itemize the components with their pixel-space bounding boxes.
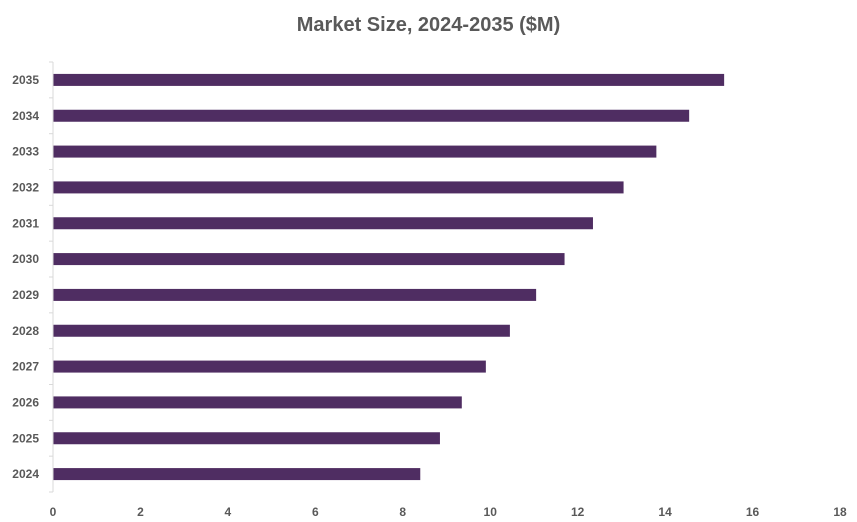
x-tick-label-4: 4	[225, 505, 232, 519]
y-tick-label-2024: 2024	[12, 467, 39, 481]
chart-title: Market Size, 2024-2035 ($M)	[296, 14, 561, 36]
y-tick-label-2035: 2035	[12, 73, 39, 87]
bar-2025	[53, 432, 440, 445]
bar-2027	[53, 360, 486, 373]
x-tick-label-16: 16	[746, 505, 760, 519]
y-tick-label-2028: 2028	[12, 324, 39, 338]
y-tick-label-2030: 2030	[12, 252, 39, 266]
bar-2030	[53, 253, 565, 266]
bar-2024	[53, 468, 421, 481]
y-tick-label-2033: 2033	[12, 145, 39, 159]
x-tick-label-2: 2	[137, 505, 144, 519]
bar-2029	[53, 288, 537, 301]
x-tick-label-10: 10	[484, 505, 498, 519]
y-tick-label-2029: 2029	[12, 288, 39, 302]
x-tick-label-0: 0	[50, 505, 57, 519]
x-tick-label-6: 6	[312, 505, 319, 519]
y-tick-label-2034: 2034	[12, 109, 39, 123]
bar-2033	[53, 145, 657, 158]
bars-layer	[53, 73, 725, 481]
y-tick-label-2027: 2027	[12, 360, 39, 374]
y-tick-label-2026: 2026	[12, 395, 39, 409]
bar-2026	[53, 396, 462, 409]
x-tick-label-8: 8	[399, 505, 406, 519]
bar-2032	[53, 181, 624, 194]
bar-2028	[53, 324, 510, 337]
x-tick-label-18: 18	[833, 505, 847, 519]
bar-2034	[53, 109, 690, 122]
bar-2035	[53, 73, 725, 86]
x-tick-label-12: 12	[571, 505, 585, 519]
y-tick-label-2031: 2031	[12, 216, 39, 230]
axis-layer	[49, 61, 54, 493]
y-tick-label-2032: 2032	[12, 180, 39, 194]
labels-layer: 2024 2025 2026 2027 2028 2029 2030 2031 2032 2033…	[12, 73, 847, 519]
bar-2031	[53, 217, 593, 230]
y-tick-label-2025: 2025	[12, 431, 39, 445]
x-tick-label-14: 14	[658, 505, 672, 519]
